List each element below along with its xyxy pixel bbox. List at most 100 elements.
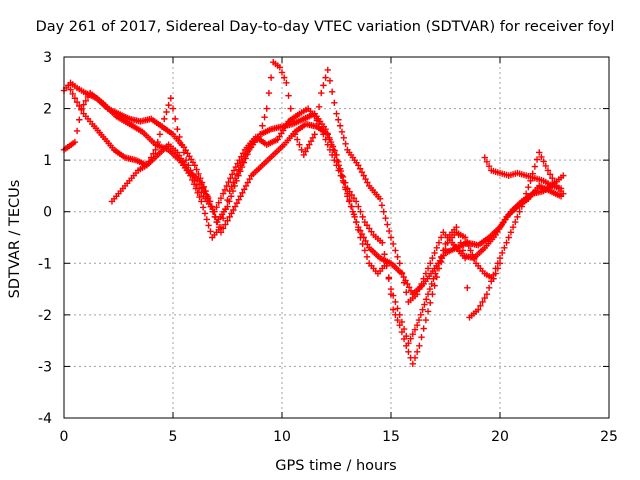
- plus-marker: [498, 249, 506, 257]
- plus-marker: [496, 254, 504, 262]
- plus-marker: [433, 265, 441, 272]
- plus-marker: [261, 113, 268, 121]
- plus-marker: [389, 306, 397, 313]
- plus-marker: [409, 330, 416, 338]
- plus-marker: [396, 260, 403, 267]
- plus-marker: [352, 218, 360, 226]
- plus-marker: [71, 95, 79, 102]
- plus-marker: [226, 213, 233, 221]
- plus-marker: [461, 254, 469, 262]
- y-tick-label: 1: [43, 153, 52, 169]
- plus-marker: [203, 216, 210, 223]
- plus-marker: [467, 247, 474, 254]
- plus-marker: [400, 273, 407, 281]
- plus-marker: [331, 151, 339, 159]
- plus-marker: [306, 141, 313, 148]
- plus-marker: [432, 270, 439, 277]
- plus-marker: [392, 298, 399, 306]
- plot-frame: [63, 56, 610, 419]
- plus-marker: [265, 89, 273, 97]
- plus-marker: [287, 105, 294, 112]
- plus-marker: [424, 265, 432, 272]
- plus-marker: [359, 240, 366, 248]
- plus-marker: [315, 103, 323, 111]
- plus-marker: [73, 127, 81, 135]
- plus-marker: [522, 190, 530, 197]
- plus-marker: [518, 203, 525, 210]
- plus-marker: [195, 185, 203, 192]
- plus-marker: [180, 149, 188, 156]
- plus-marker: [227, 193, 235, 200]
- plus-marker: [422, 270, 430, 277]
- plus-marker: [356, 165, 364, 172]
- plus-marker: [357, 234, 364, 241]
- plus-marker: [313, 115, 321, 123]
- plus-marker: [437, 253, 445, 261]
- plus-marker: [509, 223, 517, 231]
- plus-marker: [485, 284, 493, 291]
- plus-marker: [326, 136, 333, 143]
- plus-marker: [346, 196, 353, 204]
- plus-marker: [237, 193, 244, 200]
- plus-marker: [382, 214, 389, 222]
- plus-marker: [405, 284, 413, 291]
- plus-marker: [228, 210, 235, 217]
- plus-marker: [232, 163, 240, 171]
- plus-marker: [488, 278, 495, 285]
- plus-marker: [199, 204, 207, 211]
- plus-marker: [360, 172, 367, 179]
- plus-marker: [546, 171, 554, 178]
- plus-marker: [364, 179, 371, 186]
- plus-marker: [361, 218, 369, 226]
- plus-marker: [359, 213, 366, 221]
- plus-marker: [339, 173, 347, 181]
- y-axis-label: SDTVAR / TECUs: [7, 180, 23, 299]
- plus-marker: [224, 217, 231, 224]
- plus-marker: [219, 225, 227, 232]
- plus-marker: [358, 168, 366, 176]
- plus-marker: [322, 74, 329, 81]
- plus-marker: [348, 203, 355, 210]
- plus-marker: [227, 174, 234, 182]
- plus-marker: [389, 292, 397, 299]
- plus-marker: [516, 208, 523, 215]
- plus-marker: [219, 214, 227, 222]
- plus-marker: [331, 99, 338, 106]
- plus-marker: [396, 311, 403, 319]
- plus-marker: [376, 195, 384, 203]
- x-tick-label: 0: [60, 429, 69, 445]
- plus-marker: [199, 184, 206, 191]
- plus-marker: [405, 348, 412, 356]
- plus-marker: [413, 291, 421, 298]
- plus-marker: [407, 287, 415, 294]
- plus-marker: [217, 229, 225, 236]
- plus-marker: [283, 79, 290, 86]
- plus-marker: [203, 191, 210, 198]
- plus-marker: [342, 179, 349, 186]
- plus-marker: [215, 199, 222, 206]
- plus-marker: [363, 253, 371, 261]
- plus-marker: [241, 186, 248, 193]
- plus-marker: [531, 163, 539, 170]
- plus-marker: [455, 231, 462, 239]
- plus-marker: [479, 298, 486, 306]
- plus-marker: [324, 131, 331, 138]
- plus-marker: [501, 244, 508, 252]
- plus-marker: [205, 222, 212, 229]
- plus-marker: [324, 66, 331, 74]
- plus-marker: [201, 187, 208, 195]
- plus-marker: [560, 190, 567, 197]
- plus-marker: [433, 273, 440, 281]
- plus-marker: [416, 285, 423, 293]
- plus-marker: [76, 102, 83, 110]
- plus-marker: [235, 196, 242, 203]
- plus-marker: [246, 175, 253, 183]
- plus-marker: [363, 222, 371, 229]
- plus-marker: [544, 167, 552, 174]
- plus-marker: [424, 308, 432, 315]
- plus-marker: [69, 90, 76, 98]
- y-tick-label: -4: [38, 411, 52, 427]
- plus-marker: [428, 280, 435, 288]
- plus-marker: [163, 108, 170, 116]
- plus-marker: [385, 274, 393, 281]
